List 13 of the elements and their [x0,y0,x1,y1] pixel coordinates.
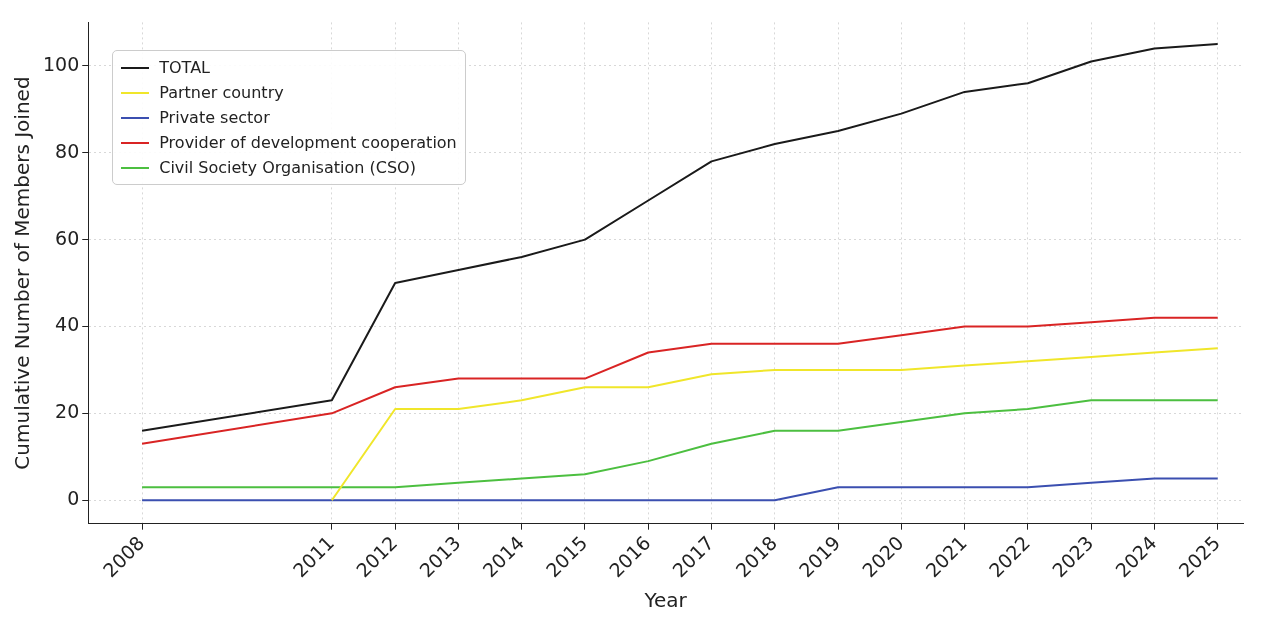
y-tick-label: 20 [55,400,80,423]
legend-label: Civil Society Organisation (CSO) [159,157,416,180]
y-axis-title: Cumulative Number of Members Joined [10,76,35,470]
legend-label: Partner country [159,82,284,105]
y-tick-label: 80 [55,139,80,162]
y-tick-label: 0 [67,487,80,510]
y-tick-label: 40 [55,313,80,336]
y-tick-label: 60 [55,226,80,249]
x-axis-title: Year [643,588,688,613]
y-tick-label: 100 [43,52,80,75]
legend-label: Private sector [159,107,270,130]
legend-label: TOTAL [159,57,211,80]
legend-label: Provider of development cooperation [159,132,457,155]
